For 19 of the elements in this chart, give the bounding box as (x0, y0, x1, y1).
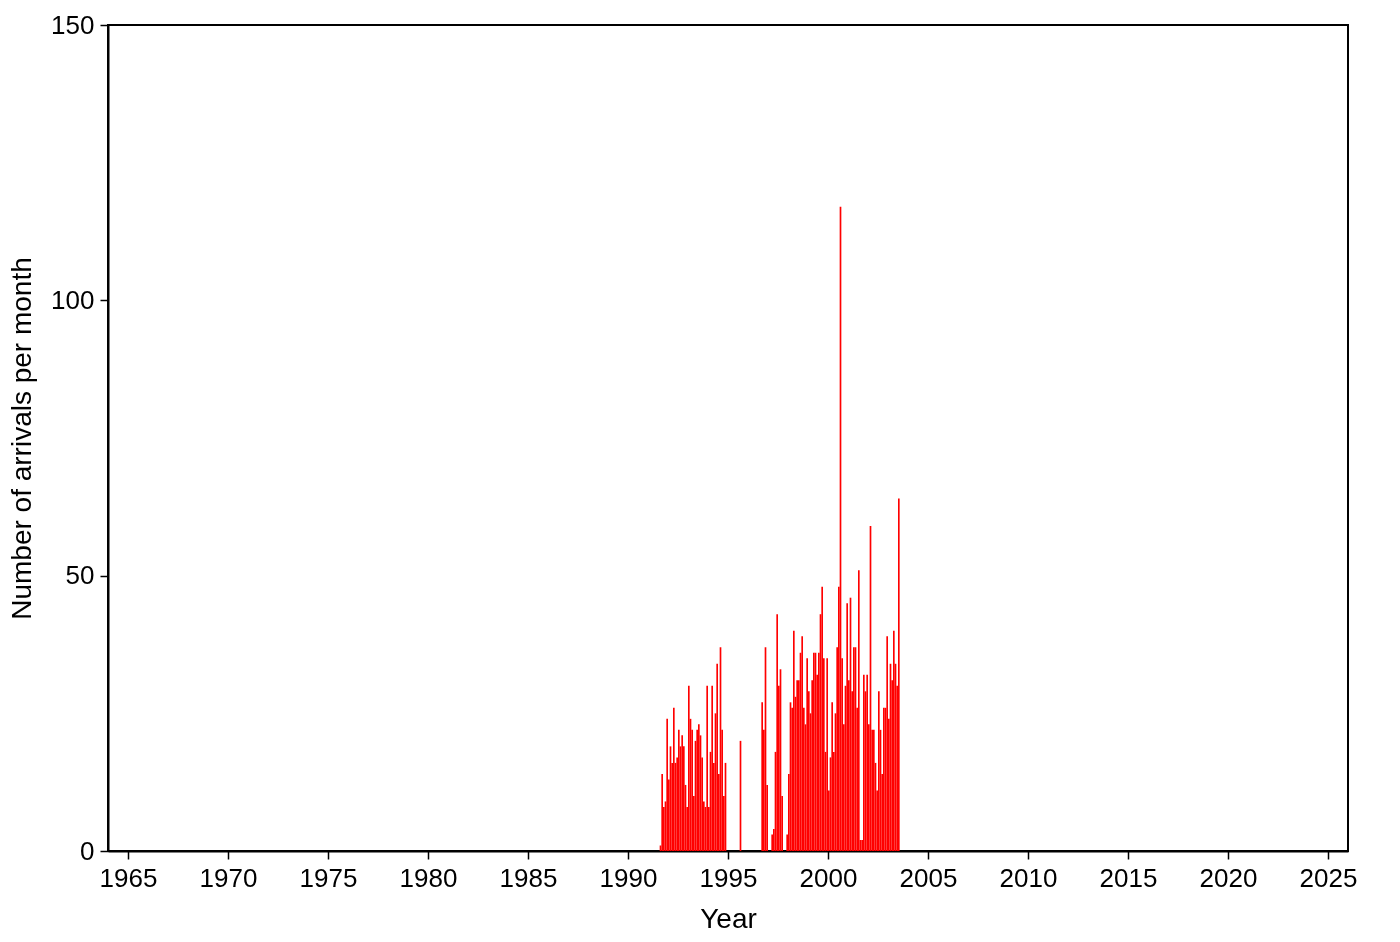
x-axis-title: Year (700, 902, 757, 934)
x-tick-label: 1975 (299, 862, 358, 893)
y-tick-label: 0 (80, 835, 95, 866)
x-tick-label: 2015 (1099, 862, 1158, 893)
x-tick-label: 2025 (1299, 862, 1358, 893)
y-axis-title: Number of arrivals per month (6, 257, 38, 620)
x-tick-label: 2005 (899, 862, 958, 893)
x-tick-label: 2010 (999, 862, 1058, 893)
y-tick-label: 100 (51, 284, 95, 315)
x-tick-label: 1990 (599, 862, 658, 893)
x-tick-label: 1985 (499, 862, 558, 893)
x-tick-label: 1970 (199, 862, 258, 893)
x-tick-label: 2020 (1199, 862, 1258, 893)
x-tick-label: 1980 (399, 862, 458, 893)
y-tick-label: 50 (65, 560, 95, 591)
x-tick-label: 1995 (699, 862, 758, 893)
x-tick-label: 1965 (99, 862, 158, 893)
x-tick-label: 2000 (799, 862, 858, 893)
y-tick-label: 150 (51, 9, 95, 40)
